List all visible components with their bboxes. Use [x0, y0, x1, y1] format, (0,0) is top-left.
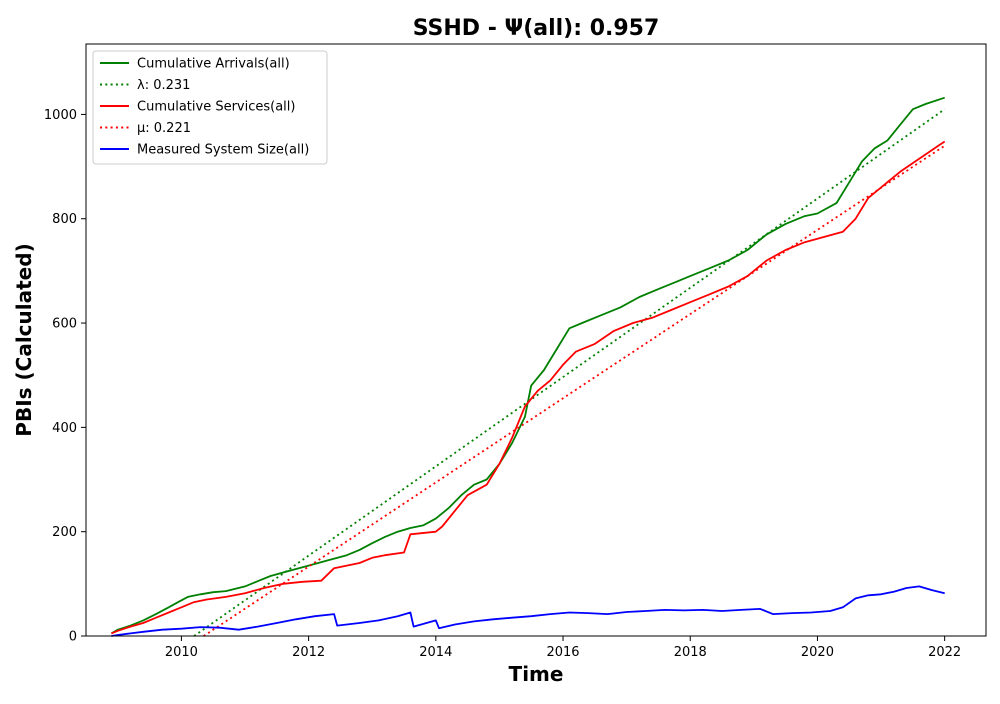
x-axis-ticks: 2010 2012 2014 2016 2018 2020 2022	[165, 636, 961, 660]
legend-label: Cumulative Arrivals(all)	[137, 57, 290, 72]
legend-label: μ: 0.221	[137, 121, 191, 136]
legend-label: Measured System Size(all)	[137, 143, 309, 158]
y-tick-label: 200	[52, 525, 77, 540]
x-tick-label: 2014	[419, 645, 452, 660]
series-line-4	[111, 585, 945, 637]
y-axis-ticks: 0 200 400 600 800 1000	[44, 108, 86, 645]
x-tick-label: 2016	[546, 645, 579, 660]
chart-title: SSHD - Ψ(all): 0.957	[413, 16, 660, 41]
y-tick-label: 1000	[44, 108, 77, 123]
x-tick-label: 2022	[928, 645, 961, 660]
y-tick-label: 400	[52, 421, 77, 436]
series-line-0	[110, 96, 945, 635]
plot-frame	[85, 43, 987, 637]
legend-label: Cumulative Services(all)	[137, 100, 295, 115]
x-axis-label: Time	[509, 662, 564, 686]
x-tick-label: 2018	[674, 645, 707, 660]
x-tick-label: 2010	[165, 645, 198, 660]
y-axis-label: PBIs (Calculated)	[12, 243, 36, 436]
series-line-1	[193, 108, 946, 637]
series-line-2	[111, 140, 946, 635]
y-tick-label: 800	[52, 212, 77, 227]
legend-box	[92, 50, 328, 165]
series-line-3	[203, 144, 946, 637]
plot-lines	[110, 96, 946, 637]
legend-label: λ: 0.231	[137, 78, 190, 93]
x-tick-label: 2020	[801, 645, 834, 660]
legend: Cumulative Arrivals(all) λ: 0.231 Cumulati…	[92, 50, 328, 165]
y-tick-label: 0	[69, 630, 77, 645]
x-tick-label: 2012	[292, 645, 325, 660]
y-tick-label: 600	[52, 317, 77, 332]
